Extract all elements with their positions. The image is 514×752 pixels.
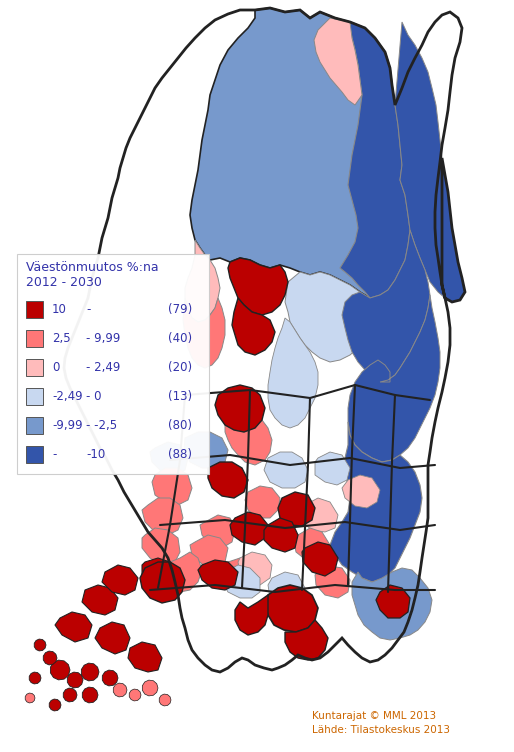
Text: -10: -10	[86, 448, 105, 461]
Polygon shape	[225, 558, 260, 590]
Text: 2012 - 2030: 2012 - 2030	[26, 276, 102, 289]
Text: 10: 10	[52, 303, 67, 316]
Polygon shape	[340, 22, 410, 298]
Text: -: -	[52, 448, 57, 461]
Polygon shape	[142, 528, 180, 565]
Polygon shape	[128, 642, 162, 672]
Polygon shape	[190, 8, 410, 298]
Text: (80): (80)	[168, 419, 192, 432]
Polygon shape	[268, 572, 305, 608]
Polygon shape	[268, 318, 318, 428]
Polygon shape	[185, 240, 220, 322]
Polygon shape	[43, 651, 57, 665]
Text: -9,99: -9,99	[52, 419, 83, 432]
Polygon shape	[102, 565, 138, 595]
Polygon shape	[330, 422, 422, 582]
Text: (13): (13)	[168, 390, 192, 403]
Text: - 2,49: - 2,49	[86, 361, 120, 374]
Polygon shape	[190, 535, 228, 568]
Polygon shape	[102, 670, 118, 686]
Polygon shape	[159, 694, 171, 706]
Text: (20): (20)	[168, 361, 192, 374]
Polygon shape	[342, 475, 380, 508]
Polygon shape	[235, 595, 268, 635]
Polygon shape	[230, 512, 268, 545]
Bar	[26, 301, 43, 318]
Text: -2,49: -2,49	[52, 390, 83, 403]
Polygon shape	[342, 230, 430, 382]
Polygon shape	[208, 462, 248, 498]
Polygon shape	[34, 639, 46, 651]
Polygon shape	[95, 622, 130, 654]
Polygon shape	[49, 699, 61, 711]
Bar	[26, 330, 43, 347]
Polygon shape	[294, 528, 330, 562]
Bar	[26, 417, 43, 434]
Polygon shape	[376, 585, 410, 618]
Polygon shape	[142, 680, 158, 696]
Polygon shape	[225, 420, 272, 465]
Polygon shape	[245, 486, 280, 518]
Polygon shape	[232, 298, 275, 355]
Text: - 0: - 0	[86, 390, 101, 403]
Bar	[26, 446, 43, 463]
Polygon shape	[63, 688, 77, 702]
Polygon shape	[278, 492, 315, 526]
Text: 0: 0	[52, 361, 60, 374]
Polygon shape	[184, 432, 228, 468]
Text: Lähde: Tilastokeskus 2013: Lähde: Tilastokeskus 2013	[312, 725, 450, 735]
Polygon shape	[222, 565, 260, 598]
Polygon shape	[215, 385, 265, 432]
Text: (40): (40)	[168, 332, 192, 345]
Text: - -2,5: - -2,5	[86, 419, 117, 432]
Polygon shape	[265, 585, 318, 632]
Polygon shape	[67, 672, 83, 688]
Polygon shape	[300, 498, 338, 532]
Polygon shape	[315, 566, 350, 598]
Text: 2,5: 2,5	[52, 332, 70, 345]
Text: -: -	[86, 303, 90, 316]
Polygon shape	[81, 663, 99, 681]
Polygon shape	[183, 298, 225, 368]
Polygon shape	[285, 620, 328, 660]
Polygon shape	[228, 258, 288, 315]
Polygon shape	[140, 562, 185, 603]
Polygon shape	[29, 672, 41, 684]
Polygon shape	[25, 693, 35, 703]
Polygon shape	[198, 560, 238, 590]
Polygon shape	[314, 18, 362, 105]
Polygon shape	[352, 568, 432, 640]
Polygon shape	[200, 515, 235, 548]
Polygon shape	[302, 542, 338, 576]
Bar	[26, 359, 43, 376]
Polygon shape	[82, 687, 98, 703]
Polygon shape	[142, 558, 178, 592]
Polygon shape	[113, 683, 127, 697]
FancyBboxPatch shape	[17, 254, 209, 474]
Polygon shape	[348, 295, 440, 462]
Polygon shape	[50, 660, 70, 680]
Polygon shape	[150, 442, 188, 475]
Text: Väestönmuutos %:na: Väestönmuutos %:na	[26, 261, 159, 274]
Polygon shape	[264, 452, 308, 488]
Polygon shape	[158, 552, 202, 592]
Polygon shape	[395, 22, 465, 302]
Polygon shape	[264, 518, 298, 552]
Polygon shape	[82, 585, 118, 615]
Polygon shape	[152, 468, 192, 505]
Text: (79): (79)	[168, 303, 192, 316]
Bar	[26, 388, 43, 405]
Polygon shape	[55, 612, 92, 642]
Polygon shape	[315, 452, 350, 485]
Text: Kuntarajat © MML 2013: Kuntarajat © MML 2013	[312, 711, 436, 721]
Polygon shape	[129, 689, 141, 701]
Text: - 9,99: - 9,99	[86, 332, 120, 345]
Polygon shape	[285, 272, 372, 362]
Text: (88): (88)	[168, 448, 192, 461]
Polygon shape	[238, 552, 272, 585]
Polygon shape	[142, 498, 183, 535]
